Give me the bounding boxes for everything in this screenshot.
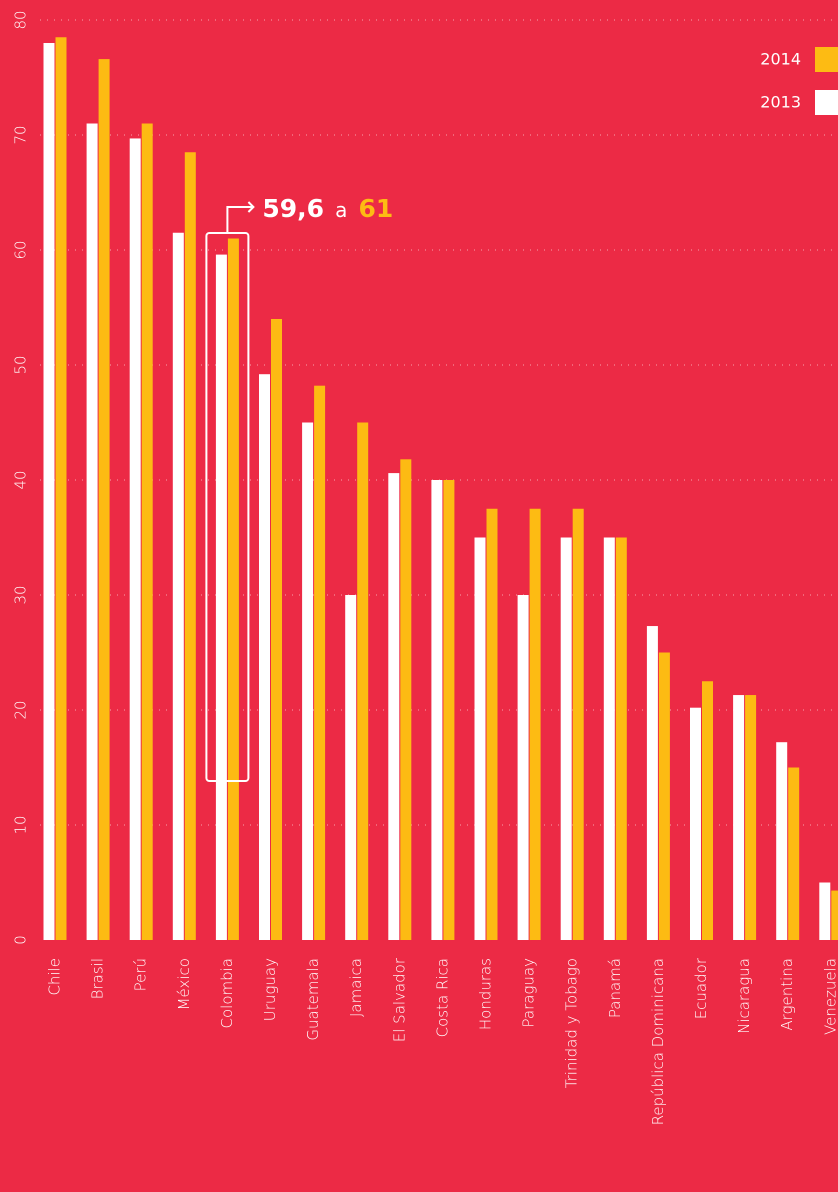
bar-2013-republica-dominicana [646, 626, 658, 940]
legend-swatch-2013 [815, 90, 838, 115]
bar-2013-guatemala [302, 422, 314, 940]
x-tick-label-uruguay: Uruguay [261, 958, 279, 1021]
y-tick-label: 70 [12, 125, 30, 144]
bar-2014-peru [141, 123, 153, 940]
highlight-to-value: 61 [359, 194, 394, 223]
y-tick-label: 50 [12, 355, 30, 374]
bar-2014-ecuador [702, 681, 713, 940]
bar-2014-colombia [227, 238, 239, 940]
y-tick-label: 0 [12, 935, 30, 945]
bar-2013-uruguay [259, 374, 270, 940]
x-tick-label-venezuela: Venezuela [821, 958, 838, 1035]
bar-2014-uruguay [271, 319, 282, 940]
y-tick-label: 80 [12, 10, 30, 29]
bar-2013-colombia [215, 254, 227, 941]
bar-2013-mexico [172, 232, 184, 940]
bar-2013-brasil [86, 123, 98, 940]
bar-2013-paraguay [517, 595, 529, 940]
legend: 2014 2013 [760, 47, 838, 115]
bar-2013-costa-rica [431, 480, 443, 940]
bar-2013-peru [129, 138, 141, 940]
x-tick-label-panama: Panamá [606, 958, 624, 1018]
y-tick-label: 30 [12, 585, 30, 604]
x-tick-label-ecuador: Ecuador [692, 957, 710, 1019]
y-tick-label: 40 [12, 470, 30, 489]
highlight-box [205, 232, 250, 782]
highlight-arrow [226, 201, 255, 233]
x-tick-label-guatemala: Guatemala [304, 958, 322, 1041]
bar-2014-costa-rica [443, 480, 455, 940]
highlight-annotation: 59,6 a 61 [205, 194, 393, 782]
x-tick-label-honduras: Honduras [477, 958, 495, 1030]
y-tick-label: 60 [12, 240, 30, 259]
bar-2013-trinidad-y-tobago [560, 537, 572, 940]
x-tick-label-jamaica: Jamaica [347, 958, 365, 1017]
bar-2014-nicaragua [745, 695, 757, 940]
x-tick-label-colombia: Colombia [218, 958, 236, 1029]
legend-label-2014: 2014 [760, 50, 801, 69]
bar-2014-el-salvador [400, 459, 412, 940]
x-tick-label-nicaragua: Nicaragua [735, 958, 753, 1034]
bar-2013-honduras [474, 537, 486, 940]
x-tick-label-peru: Perú [132, 958, 150, 991]
bar-2013-panama [603, 537, 615, 940]
x-tick-label-el-salvador: El Salvador [390, 957, 408, 1042]
bar-2013-jamaica [345, 595, 357, 940]
bar-2013-chile [43, 43, 55, 940]
x-tick-label-costa-rica: Costa Rica [433, 958, 451, 1037]
y-tick-label: 20 [12, 700, 30, 719]
x-axis: Chile Brasil Perú México Colombia Uruguay Guat… [46, 957, 838, 1125]
legend-label-2013: 2013 [760, 93, 801, 112]
x-tick-label-republica-dominicana: República Dominicana [649, 958, 667, 1125]
x-tick-label-brasil: Brasil [89, 958, 107, 999]
highlight-connector: a [335, 198, 347, 222]
bar-2013-el-salvador [388, 473, 400, 940]
bar-2014-trinidad-y-tobago [572, 508, 584, 940]
y-tick-label: 10 [12, 815, 30, 834]
y-axis: 0 10 20 30 40 50 60 70 80 [12, 10, 30, 944]
bar-2014-brasil [98, 59, 110, 941]
bar-2014-paraguay [529, 508, 541, 940]
bar-2013-nicaragua [733, 695, 745, 940]
x-tick-label-argentina: Argentina [778, 958, 796, 1031]
x-tick-label-trinidad-y-tobago: Trinidad y Tobago [563, 958, 581, 1088]
bars [43, 37, 838, 941]
legend-swatch-2014 [815, 47, 838, 72]
bar-2014-argentina [788, 767, 800, 940]
x-tick-label-mexico: México [175, 958, 193, 1010]
x-tick-label-paraguay: Paraguay [520, 958, 538, 1028]
bar-2013-ecuador [690, 707, 701, 940]
bar-2014-venezuela [831, 890, 838, 940]
bar-2014-mexico [184, 152, 196, 940]
bar-2013-argentina [776, 742, 788, 940]
bar-2014-honduras [486, 508, 498, 940]
bar-2014-guatemala [314, 385, 326, 940]
bar-2014-republica-dominicana [658, 652, 670, 940]
highlight-text: 59,6 a 61 [262, 194, 393, 223]
bar-2014-jamaica [357, 422, 369, 940]
bar-2013-venezuela [819, 882, 831, 940]
bar-2014-chile [55, 37, 67, 940]
bar-2014-panama [615, 537, 627, 940]
highlight-from-value: 59,6 [262, 194, 324, 223]
x-tick-label-chile: Chile [46, 958, 64, 996]
